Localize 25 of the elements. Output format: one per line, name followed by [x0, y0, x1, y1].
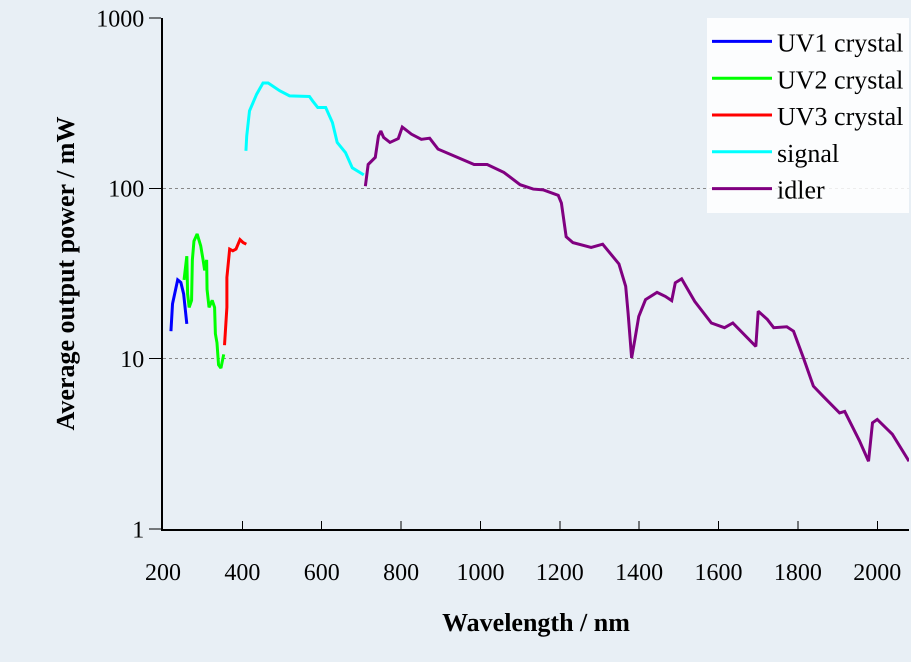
x-tick-label: 1400: [615, 560, 664, 586]
line-series: [182, 232, 226, 370]
y-tick-label: 1: [132, 517, 144, 544]
x-tick-label: 400: [224, 560, 260, 586]
x-tick-label: 200: [145, 560, 181, 586]
y-tick-label: 10: [120, 347, 144, 374]
legend-label: idler: [777, 176, 825, 205]
x-axis-title: Wavelength / nm: [442, 608, 630, 637]
y-tick-label: 1000: [96, 6, 144, 32]
legend-label: UV2 crystal: [777, 65, 904, 94]
line-series: [244, 82, 366, 176]
x-tick-label: 1800: [774, 560, 822, 586]
y-tick-label: 100: [108, 176, 144, 203]
line-series: [169, 278, 188, 333]
x-tick-label: 2000: [853, 560, 902, 586]
x-tick-label: 1000: [456, 560, 504, 586]
x-tick-label: 1200: [536, 560, 584, 586]
x-tick-label: 1600: [694, 560, 743, 586]
line-series: [223, 238, 248, 347]
legend-label: signal: [777, 138, 840, 168]
legend-label: UV3 crystal: [777, 102, 904, 132]
x-tick-label: 600: [304, 560, 340, 586]
x-tick-label: 800: [383, 560, 420, 586]
legend-label: UV1 crystal: [777, 28, 904, 58]
y-axis-title: Average output power / mW: [51, 116, 80, 430]
